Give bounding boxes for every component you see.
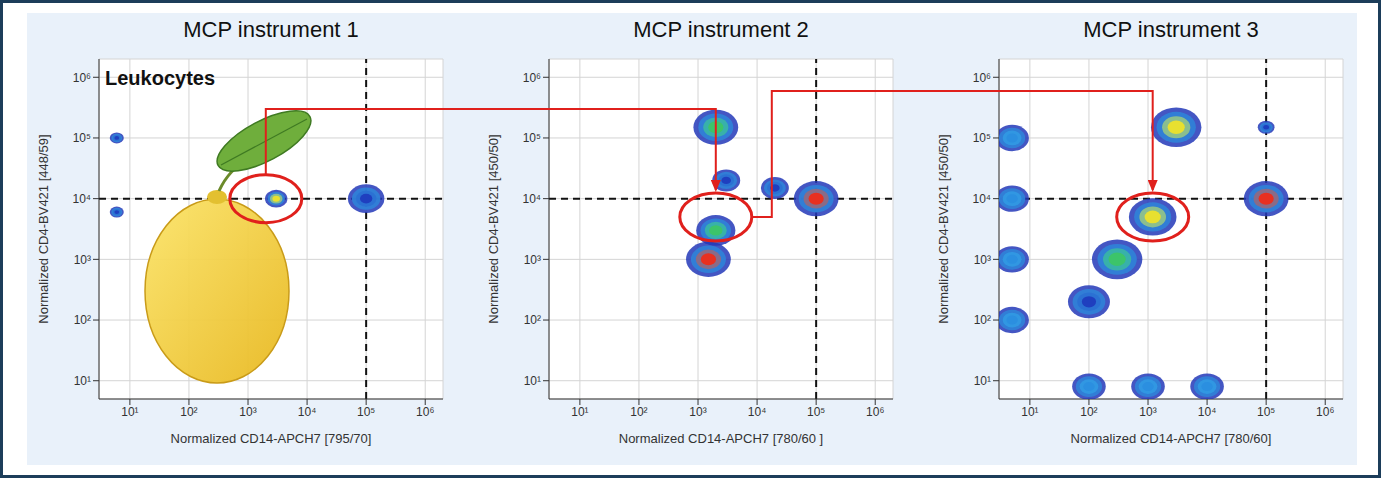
svg-text:10²: 10² bbox=[524, 313, 541, 327]
svg-text:10⁶: 10⁶ bbox=[1316, 405, 1334, 419]
svg-text:10⁵: 10⁵ bbox=[357, 405, 375, 419]
svg-text:Normalized CD14-APCH7 [795/70]: Normalized CD14-APCH7 [795/70] bbox=[171, 431, 372, 446]
svg-text:10⁴: 10⁴ bbox=[1198, 405, 1217, 419]
svg-text:10²: 10² bbox=[630, 405, 647, 419]
svg-text:10³: 10³ bbox=[689, 405, 706, 419]
svg-text:10⁶: 10⁶ bbox=[973, 71, 991, 85]
html-text:MCP instrument 1: MCP instrument 1 bbox=[183, 17, 359, 42]
svg-text:10²: 10² bbox=[1080, 405, 1097, 419]
html-text:MCP instrument 2: MCP instrument 2 bbox=[633, 17, 809, 42]
svg-text:10⁶: 10⁶ bbox=[416, 405, 434, 419]
svg-text:10³: 10³ bbox=[74, 253, 91, 267]
svg-text:10⁴: 10⁴ bbox=[972, 192, 991, 206]
svg-text:10¹: 10¹ bbox=[571, 405, 588, 419]
svg-text:Normalized CD4-BV421 [448/59]: Normalized CD4-BV421 [448/59] bbox=[36, 134, 51, 323]
svg-text:Normalized CD4-BV421 [450/50]: Normalized CD4-BV421 [450/50] bbox=[486, 134, 501, 323]
svg-text:10⁶: 10⁶ bbox=[866, 405, 884, 419]
svg-text:Normalized CD14-APCH7 [780/60: Normalized CD14-APCH7 [780/60 ] bbox=[619, 431, 823, 446]
svg-text:10²: 10² bbox=[974, 313, 991, 327]
svg-text:10⁵: 10⁵ bbox=[523, 131, 541, 145]
svg-text:10²: 10² bbox=[180, 405, 197, 419]
svg-text:10⁵: 10⁵ bbox=[1257, 405, 1275, 419]
html-text:MCP instrument 3: MCP instrument 3 bbox=[1083, 17, 1259, 42]
svg-text:Normalized CD14-APCH7 [780/60]: Normalized CD14-APCH7 [780/60] bbox=[1071, 431, 1272, 446]
svg-text:10³: 10³ bbox=[974, 253, 991, 267]
svg-text:10³: 10³ bbox=[1139, 405, 1156, 419]
svg-text:Leukocytes: Leukocytes bbox=[105, 67, 215, 89]
svg-text:10⁴: 10⁴ bbox=[298, 405, 317, 419]
svg-text:Normalized CD4-BV421 [450/50]: Normalized CD4-BV421 [450/50] bbox=[936, 134, 951, 323]
svg-text:10⁴: 10⁴ bbox=[748, 405, 767, 419]
svg-text:10⁵: 10⁵ bbox=[973, 131, 991, 145]
svg-text:10⁴: 10⁴ bbox=[72, 192, 91, 206]
svg-text:10¹: 10¹ bbox=[121, 405, 138, 419]
svg-text:10¹: 10¹ bbox=[524, 374, 541, 388]
svg-text:10³: 10³ bbox=[239, 405, 256, 419]
svg-text:10⁶: 10⁶ bbox=[523, 71, 541, 85]
svg-text:10⁴: 10⁴ bbox=[522, 192, 541, 206]
svg-text:10¹: 10¹ bbox=[74, 374, 91, 388]
svg-text:10²: 10² bbox=[74, 313, 91, 327]
svg-text:10⁶: 10⁶ bbox=[73, 71, 91, 85]
svg-text:10¹: 10¹ bbox=[1021, 405, 1038, 419]
svg-text:10⁵: 10⁵ bbox=[73, 131, 91, 145]
svg-text:10¹: 10¹ bbox=[974, 374, 991, 388]
svg-text:10⁵: 10⁵ bbox=[807, 405, 825, 419]
svg-text:10³: 10³ bbox=[524, 253, 541, 267]
